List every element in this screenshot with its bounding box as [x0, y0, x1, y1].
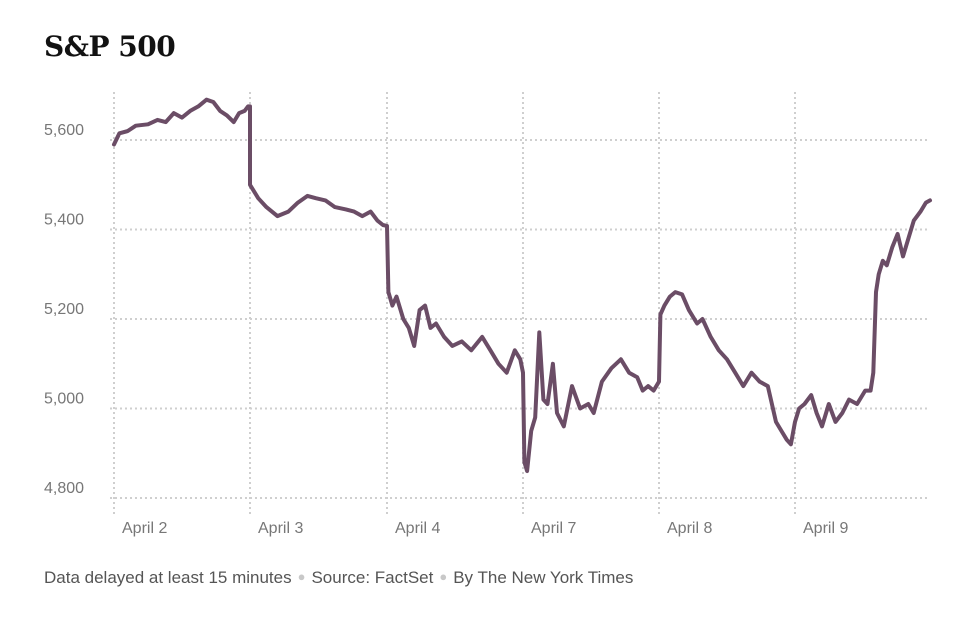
- chart-title: S&P 500: [44, 30, 176, 63]
- vertical-gridlines: [113, 92, 796, 515]
- x-tick-label: April 7: [531, 520, 576, 537]
- horizontal-gridlines: [110, 139, 930, 499]
- y-tick-label: 4,800: [44, 480, 84, 497]
- separator-dot: ●: [297, 569, 306, 584]
- x-axis-labels: April 2 April 3 April 4 April 7 April 8 April…: [122, 520, 848, 537]
- separator-dot: ●: [439, 569, 448, 584]
- line-chart: 5,600 5,400 5,200 5,000 4,800 April 2 April 3…: [44, 92, 932, 537]
- y-axis-labels: 5,600 5,400 5,200 5,000 4,800: [44, 122, 84, 497]
- source-note: Source: FactSet: [311, 568, 434, 587]
- y-tick-label: 5,200: [44, 301, 84, 318]
- x-tick-label: April 9: [803, 520, 848, 537]
- x-tick-label: April 2: [122, 520, 167, 537]
- x-tick-label: April 3: [258, 520, 303, 537]
- y-tick-label: 5,000: [44, 391, 84, 408]
- chart-footer: Data delayed at least 15 minutes ● Source:…: [44, 568, 633, 588]
- x-tick-label: April 4: [395, 520, 440, 537]
- y-tick-label: 5,600: [44, 122, 84, 139]
- delay-note: Data delayed at least 15 minutes: [44, 568, 292, 587]
- y-tick-label: 5,400: [44, 212, 84, 229]
- series-line-0: [112, 97, 932, 474]
- byline: By The New York Times: [453, 568, 634, 587]
- x-tick-label: April 8: [667, 520, 712, 537]
- series-layer: [112, 97, 932, 474]
